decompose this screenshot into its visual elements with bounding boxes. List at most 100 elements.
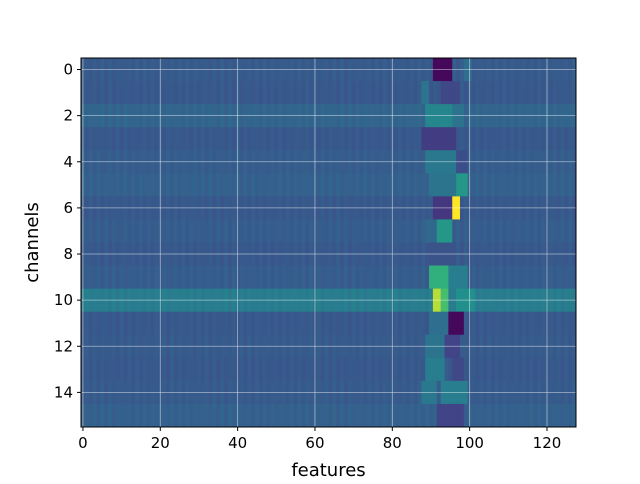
heatmap-cell xyxy=(84,173,90,197)
heatmap-cell xyxy=(444,219,449,243)
heatmap-cell xyxy=(324,357,329,382)
heatmap-cell xyxy=(262,173,268,197)
heatmap-cell xyxy=(204,127,210,151)
heatmap-cell xyxy=(212,357,217,382)
heatmap-cell xyxy=(111,219,117,243)
heatmap-cell xyxy=(131,357,136,382)
heatmap-cell xyxy=(374,357,380,382)
heatmap-cell xyxy=(278,173,283,197)
heatmap-cell xyxy=(475,173,480,197)
heatmap-cell xyxy=(490,403,496,428)
heatmap-cell xyxy=(181,403,186,428)
heatmap-cell xyxy=(224,311,229,336)
heatmap-cell xyxy=(343,265,349,290)
heatmap-cell xyxy=(274,357,279,382)
heatmap-cell xyxy=(568,357,573,382)
heatmap-cell xyxy=(564,265,569,290)
heatmap-cell xyxy=(258,357,264,382)
heatmap-cell xyxy=(405,173,411,197)
heatmap-cell xyxy=(316,265,322,290)
heatmap-cell xyxy=(185,357,190,382)
heatmap-cell xyxy=(127,265,132,290)
heatmap-cell xyxy=(316,81,322,105)
heatmap-cell xyxy=(541,403,546,428)
heatmap-cell xyxy=(459,403,465,428)
heatmap-cell xyxy=(200,357,206,382)
heatmap-cell xyxy=(166,127,171,151)
heatmap-cell xyxy=(483,357,488,382)
heatmap-cell xyxy=(305,265,310,290)
heatmap-cell xyxy=(239,403,244,428)
heatmap-cell xyxy=(328,311,333,336)
heatmap-cell xyxy=(131,265,136,290)
heatmap-cell xyxy=(266,219,271,243)
heatmap-cell xyxy=(452,357,457,382)
heatmap-cell xyxy=(282,357,287,382)
heatmap-cell xyxy=(301,219,306,243)
heatmap-cell xyxy=(340,311,345,336)
heatmap-cell xyxy=(197,219,202,243)
heatmap-cell xyxy=(355,81,360,105)
y-tick-label: 8 xyxy=(63,245,73,263)
heatmap-cell xyxy=(100,265,105,290)
heatmap-cell xyxy=(162,357,167,382)
heatmap-cell xyxy=(490,127,496,151)
heatmap-cell xyxy=(498,173,503,197)
heatmap-cell xyxy=(560,81,565,105)
heatmap-cell xyxy=(525,357,530,382)
heatmap-cell xyxy=(537,81,542,105)
heatmap-cell xyxy=(197,173,202,197)
heatmap-cell xyxy=(282,311,287,336)
heatmap-cell xyxy=(444,173,449,197)
heatmap-cell xyxy=(270,173,275,197)
heatmap-cell xyxy=(169,81,175,105)
heatmap-cell xyxy=(378,311,384,336)
heatmap-cell xyxy=(200,173,206,197)
heatmap-cell xyxy=(429,403,434,428)
heatmap-cell xyxy=(262,127,268,151)
heatmap-cell xyxy=(181,219,186,243)
heatmap-cell xyxy=(533,127,538,151)
heatmap-cell xyxy=(328,127,333,151)
heatmap-cell xyxy=(521,311,527,336)
heatmap-cell xyxy=(216,173,221,197)
heatmap-cell xyxy=(494,173,500,197)
heatmap-cell xyxy=(556,265,561,290)
heatmap-cell xyxy=(119,219,124,243)
heatmap-cell xyxy=(200,219,206,243)
heatmap-cell xyxy=(351,173,356,197)
heatmap-cell xyxy=(189,173,194,197)
heatmap-cell xyxy=(119,403,124,428)
heatmap-cell xyxy=(193,127,198,151)
heatmap-cell xyxy=(84,357,90,382)
heatmap-cell xyxy=(243,311,248,336)
heatmap-cell xyxy=(475,311,480,336)
heatmap-cell xyxy=(436,357,442,382)
heatmap-cell xyxy=(150,127,155,151)
heatmap-cell xyxy=(363,265,368,290)
heatmap-cell xyxy=(262,357,268,382)
heatmap-cell xyxy=(139,357,144,382)
heatmap-cell xyxy=(208,357,213,382)
heatmap-cell xyxy=(409,81,414,105)
heatmap-cell xyxy=(146,265,152,290)
heatmap-cell xyxy=(243,403,248,428)
heatmap-cell xyxy=(270,311,275,336)
heatmap-cell xyxy=(146,357,152,382)
heatmap-cell xyxy=(487,311,492,336)
heatmap-cell xyxy=(266,81,271,105)
heatmap-cell xyxy=(197,403,202,428)
heatmap-cell xyxy=(309,265,314,290)
plot-frame xyxy=(80,57,577,428)
heatmap-cell xyxy=(169,357,175,382)
heatmap-cell xyxy=(204,265,210,290)
heatmap-cell xyxy=(552,403,558,428)
heatmap-cell xyxy=(309,173,314,197)
heatmap-cell xyxy=(483,403,488,428)
heatmap-cell xyxy=(475,81,480,105)
heatmap-cell xyxy=(282,173,287,197)
heatmap-cell xyxy=(351,311,356,336)
heatmap-cell xyxy=(111,173,117,197)
heatmap-cell xyxy=(139,173,144,197)
heatmap-cell xyxy=(293,81,298,105)
